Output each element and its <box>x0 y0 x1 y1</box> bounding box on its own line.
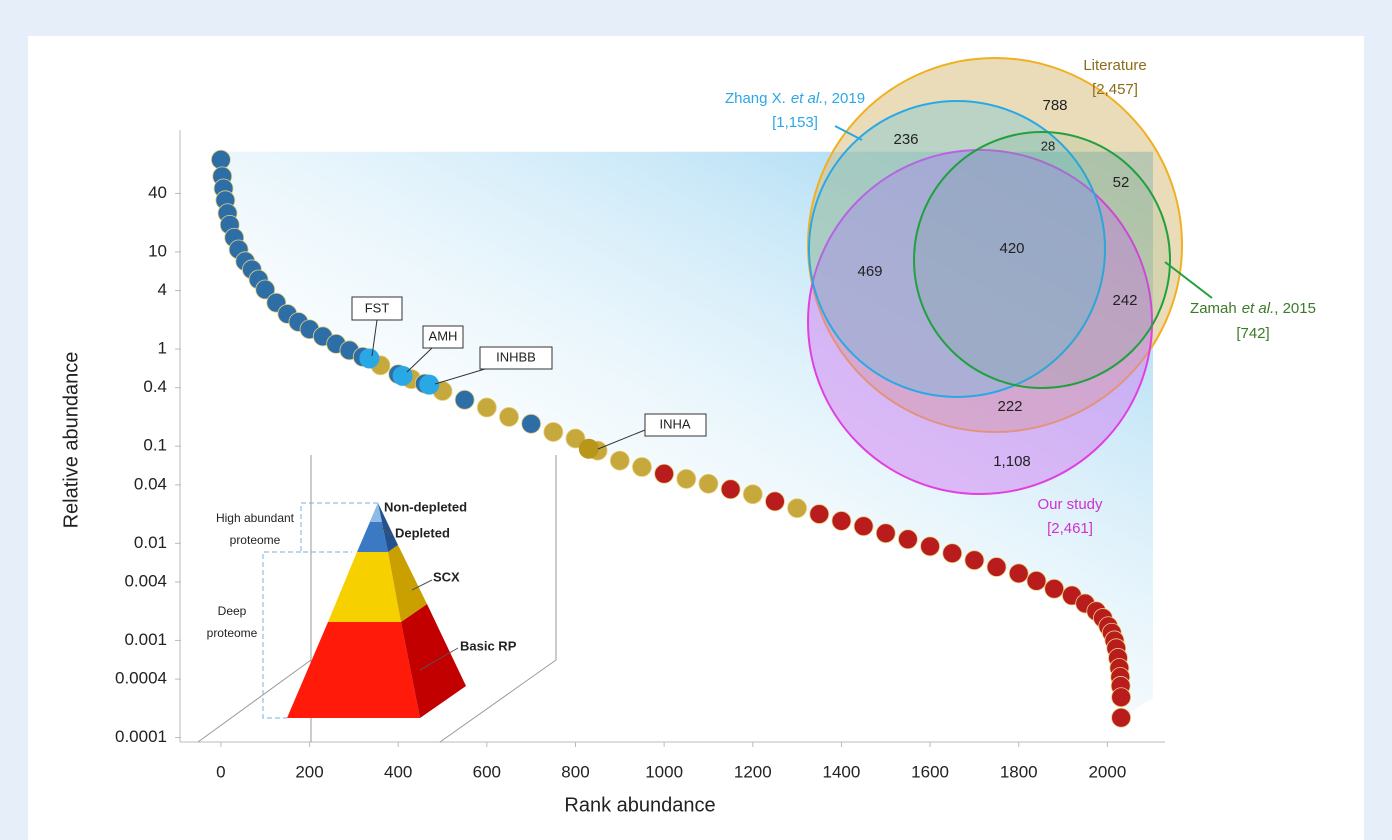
x-tick-label: 800 <box>561 762 589 781</box>
region-count: 1,108 <box>993 453 1031 470</box>
x-tick-label: 600 <box>473 762 501 781</box>
region-count: 420 <box>999 240 1024 257</box>
x-tick-label: 200 <box>295 762 323 781</box>
point <box>677 469 696 488</box>
set-count: [2,457] <box>1092 81 1138 98</box>
point <box>1112 688 1131 707</box>
point <box>876 524 895 543</box>
y-tick-label: 0.04 <box>134 474 167 493</box>
x-tick-label: 400 <box>384 762 412 781</box>
bracket-label: proteome <box>207 626 258 640</box>
annotation: FST <box>365 300 390 315</box>
level-label: SCX <box>433 569 460 584</box>
y-tick-label: 0.001 <box>124 630 167 649</box>
y-tick-label: 0.4 <box>143 377 167 396</box>
set-count: [2,461] <box>1047 520 1093 537</box>
x-tick-label: 1600 <box>911 762 949 781</box>
point <box>743 485 762 504</box>
x-tick-label: 1000 <box>645 762 683 781</box>
x-tick-label: 0 <box>216 762 225 781</box>
annotation: INHBB <box>496 349 536 364</box>
region-count: 28 <box>1041 138 1055 153</box>
x-tick-label: 1200 <box>734 762 772 781</box>
point <box>832 511 851 530</box>
region-count: 788 <box>1042 97 1067 114</box>
region-count: 222 <box>997 398 1022 415</box>
point <box>655 464 674 483</box>
point <box>965 551 984 570</box>
bracket-label: High abundant <box>216 511 295 525</box>
set-count: [1,153] <box>772 114 818 131</box>
y-tick-label: 0.004 <box>124 571 167 590</box>
set-name: Zhang X. et al., 2019 <box>725 90 865 107</box>
x-axis-title: Rank abundance <box>564 794 715 816</box>
point <box>721 480 740 499</box>
level-label: Depleted <box>395 525 450 540</box>
page: {"chart_data":{"type":"scatter","xlabel"… <box>0 0 1392 840</box>
y-tick-label: 0.1 <box>143 436 167 455</box>
point <box>1112 708 1131 727</box>
name-part: et al. <box>791 90 824 107</box>
name-part: Zhang X. <box>725 90 786 107</box>
point <box>987 558 1006 577</box>
point <box>455 390 474 409</box>
set-name: Zamah et al., 2015 <box>1190 300 1316 317</box>
region-count: 242 <box>1112 292 1137 309</box>
point <box>610 451 629 470</box>
point <box>788 499 807 518</box>
set-zamah <box>914 132 1170 388</box>
point <box>810 505 829 524</box>
y-tick-label: 0.01 <box>134 533 167 552</box>
highlight-point <box>419 375 439 395</box>
y-axis-title: Relative abundance <box>60 352 82 529</box>
x-tick-label: 1800 <box>1000 762 1038 781</box>
annotation: AMH <box>429 328 458 343</box>
set-name: Literature <box>1083 57 1146 74</box>
x-tick-label: 2000 <box>1088 762 1126 781</box>
name-part: , 2015 <box>1274 300 1316 317</box>
set-count: [742] <box>1236 325 1269 342</box>
y-tick-label: 40 <box>148 183 167 202</box>
y-tick-label: 10 <box>148 241 167 260</box>
bracket-label: Deep <box>218 604 247 618</box>
point <box>544 422 563 441</box>
point <box>1009 564 1028 583</box>
point <box>477 398 496 417</box>
name-part: , 2019 <box>823 90 865 107</box>
point <box>765 492 784 511</box>
y-tick-label: 0.0004 <box>115 669 167 688</box>
level-label: Basic RP <box>460 638 517 653</box>
y-tick-label: 4 <box>158 280 167 299</box>
point <box>921 537 940 556</box>
point <box>854 517 873 536</box>
y-tick-label: 0.0001 <box>115 727 167 746</box>
point <box>522 414 541 433</box>
y-tick-label: 1 <box>158 339 167 358</box>
name-part: Zamah <box>1190 300 1237 317</box>
annotation: INHA <box>659 416 690 431</box>
region-count: 469 <box>857 263 882 280</box>
point <box>1027 571 1046 590</box>
highlight-point <box>579 439 599 459</box>
point <box>632 458 651 477</box>
bracket-label: proteome <box>230 533 281 547</box>
point <box>898 530 917 549</box>
point <box>1045 579 1064 598</box>
point <box>943 544 962 563</box>
region-count: 52 <box>1113 174 1130 191</box>
point <box>699 474 718 493</box>
level-label: Non-depleted <box>384 499 467 514</box>
name-part: et al. <box>1242 300 1275 317</box>
highlight-point <box>359 348 379 368</box>
point <box>500 407 519 426</box>
region-count: 236 <box>893 131 918 148</box>
set-name: Our study <box>1037 496 1103 513</box>
x-tick-label: 1400 <box>823 762 861 781</box>
figure: Rank abundance Relative abundance FST AM… <box>0 0 1392 840</box>
point <box>211 150 230 169</box>
